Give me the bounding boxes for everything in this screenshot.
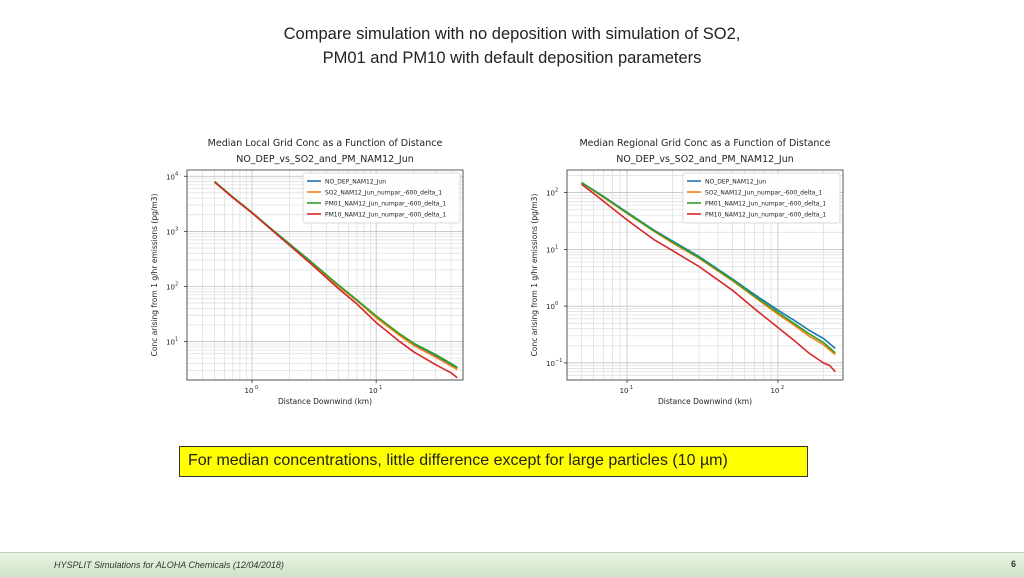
chart1-y-axis-label: Conc arising from 1 g/hr emissions (pg/m… (150, 194, 159, 357)
chart2-x-tick-exponent: 1 (630, 385, 633, 391)
chart2-legend-label-pm01: PM01_NAM12_Jun_numpar_-600_delta_1 (705, 201, 826, 208)
chart2-y-tick-exponent: −1 (555, 358, 562, 364)
chart1-y-tick-exponent: 4 (175, 171, 178, 177)
chart2-y-tick-exponent: 2 (555, 188, 558, 194)
chart2-series-line-pm01 (581, 181, 836, 354)
slide-title-line-2: PM01 and PM10 with default deposition pa… (322, 49, 702, 67)
chart2-y-tick-label: 10 (546, 360, 555, 368)
chart2-x-axis-label: Distance Downwind (km) (658, 397, 752, 406)
chart2-legend-label-so2: SO2_NAM12_Jun_numpar_-600_delta_1 (705, 190, 822, 197)
chart1-x-tick-exponent: 0 (255, 385, 258, 391)
local-grid-chart: Median Local Grid Conc as a Function of … (150, 138, 464, 406)
chart1-legend-box (302, 172, 461, 224)
chart2-legend-label-pm10: PM10_NAM12_Jun_numpar_-600_delta_1 (705, 212, 826, 219)
regional-grid-chart: Median Regional Grid Conc as a Function … (530, 138, 844, 406)
page-number: 6 (1010, 559, 1016, 569)
chart1-y-tick-exponent: 1 (175, 337, 178, 343)
chart1-legend-label-so2: SO2_NAM12_Jun_numpar_-600_delta_1 (325, 190, 442, 197)
chart2-y-tick-label: 10 (546, 190, 555, 198)
footer-bar (0, 552, 1024, 577)
chart2-legend-box (682, 172, 841, 224)
callout-box: For median concentrations, little differ… (179, 446, 808, 477)
chart2-legend-label-no_dep: NO_DEP_NAM12_Jun (705, 179, 766, 186)
slide-title-line-1: Compare simulation with no deposition wi… (283, 25, 741, 43)
chart1-y-tick-label: 10 (166, 283, 175, 291)
chart2-y-tick-exponent: 1 (555, 244, 558, 250)
chart1-x-axis-label: Distance Downwind (km) (278, 397, 372, 406)
chart1-y-tick-exponent: 3 (175, 226, 178, 232)
chart2-subtitle: NO_DEP_vs_SO2_and_PM_NAM12_Jun (616, 154, 794, 165)
chart1-y-tick-label: 10 (166, 228, 175, 236)
chart2-y-tick-label: 10 (546, 303, 555, 311)
chart2-x-tick-exponent: 2 (781, 385, 784, 391)
chart1-legend-label-pm10: PM10_NAM12_Jun_numpar_-600_delta_1 (325, 212, 446, 219)
slide-title: Compare simulation with no deposition wi… (200, 22, 824, 70)
chart1-y-tick-label: 10 (166, 173, 175, 181)
chart1-plot-frame (186, 169, 464, 381)
chart2-series-line-pm10 (581, 183, 836, 373)
chart2-y-tick-label: 10 (546, 246, 555, 254)
chart2-x-tick-label: 10 (770, 387, 779, 395)
chart2-y-tick-exponent: 0 (555, 301, 558, 307)
chart2-y-axis-label: Conc arising from 1 g/hr emissions (pg/m… (530, 194, 539, 357)
chart1-x-tick-label: 10 (369, 387, 378, 395)
chart2-plot-frame (566, 169, 844, 381)
callout-text: For median concentrations, little differ… (188, 452, 728, 469)
chart2-x-tick-label: 10 (620, 387, 629, 395)
chart1-legend-label-pm01: PM01_NAM12_Jun_numpar_-600_delta_1 (325, 201, 446, 208)
chart1-series-line-pm10 (214, 181, 458, 379)
chart1-subtitle: NO_DEP_vs_SO2_and_PM_NAM12_Jun (236, 154, 414, 165)
chart1-title: Median Local Grid Conc as a Function of … (208, 138, 443, 149)
chart1-x-tick-exponent: 1 (379, 385, 382, 391)
chart1-x-tick-label: 10 (244, 387, 253, 395)
chart1-legend-label-no_dep: NO_DEP_NAM12_Jun (325, 179, 386, 186)
chart1-y-tick-label: 10 (166, 339, 175, 347)
footer-text: HYSPLIT Simulations for ALOHA Chemicals … (54, 560, 284, 570)
chart1-y-tick-exponent: 2 (175, 281, 178, 287)
chart2-title: Median Regional Grid Conc as a Function … (579, 138, 830, 149)
